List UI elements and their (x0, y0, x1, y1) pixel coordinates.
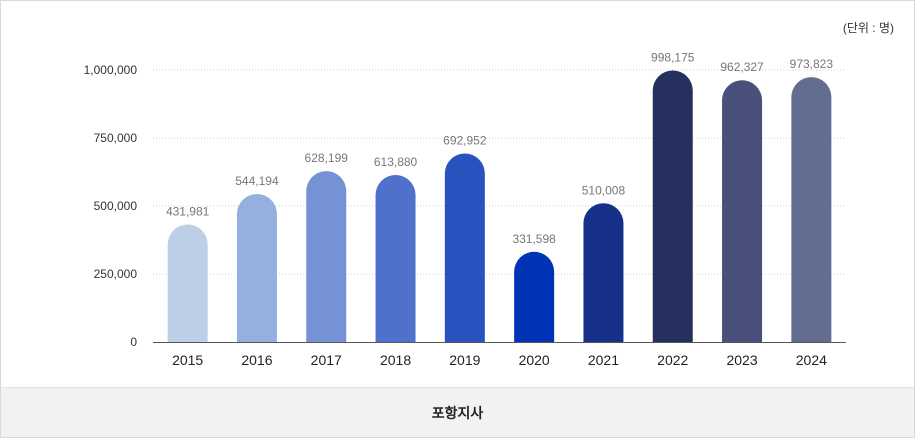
bar-2022 (652, 70, 693, 342)
bar-2024 (791, 77, 832, 342)
y-axis: 0 250,000 500,000 750,000 1,000,000 (84, 63, 138, 349)
bar-2021 (583, 203, 624, 342)
y-tick-label: 250,000 (94, 267, 138, 281)
unit-label: (단위 : 명) (842, 21, 894, 35)
x-tick-label: 2022 (657, 352, 688, 368)
y-tick-label: 750,000 (94, 131, 138, 145)
data-label: 962,327 (720, 60, 764, 74)
y-tick-label: 0 (130, 335, 137, 349)
x-tick-label: 2023 (726, 352, 757, 368)
bar-chart: 0 250,000 500,000 750,000 1,000,000 431,981 5… (84, 50, 846, 368)
bar-2020 (514, 251, 555, 342)
data-label: 973,823 (790, 57, 834, 71)
x-tick-label: 2021 (588, 352, 619, 368)
x-tick-label: 2015 (172, 352, 203, 368)
x-tick-label: 2018 (380, 352, 411, 368)
y-tick-label: 500,000 (94, 199, 138, 213)
data-label: 692,952 (443, 134, 487, 148)
x-tick-label: 2019 (449, 352, 480, 368)
x-tick-label: 2024 (796, 352, 827, 368)
data-label: 613,880 (374, 155, 418, 169)
bar-2016 (236, 193, 277, 342)
footer-label: 포항지사 (1, 387, 914, 437)
x-axis: 2015 2016 2017 2018 2019 2020 2021 2022 2023 2024 (153, 342, 846, 368)
y-tick-label: 1,000,000 (84, 63, 138, 77)
bar-2017 (306, 171, 347, 342)
data-label: 431,981 (166, 205, 210, 219)
data-label: 331,598 (512, 232, 556, 246)
bar-2018 (375, 175, 416, 342)
x-tick-label: 2020 (519, 352, 550, 368)
data-label: 628,199 (305, 151, 349, 165)
data-label: 544,194 (235, 174, 279, 188)
data-label: 998,175 (651, 50, 695, 64)
bars: 431,981 544,194 628,199 613,880 692,952 331,5… (166, 50, 833, 342)
bar-2019 (444, 153, 485, 342)
x-tick-label: 2016 (241, 352, 272, 368)
bar-2015 (167, 224, 208, 342)
bar-2023 (722, 80, 763, 342)
x-tick-label: 2017 (311, 352, 342, 368)
data-label: 510,008 (582, 183, 626, 197)
